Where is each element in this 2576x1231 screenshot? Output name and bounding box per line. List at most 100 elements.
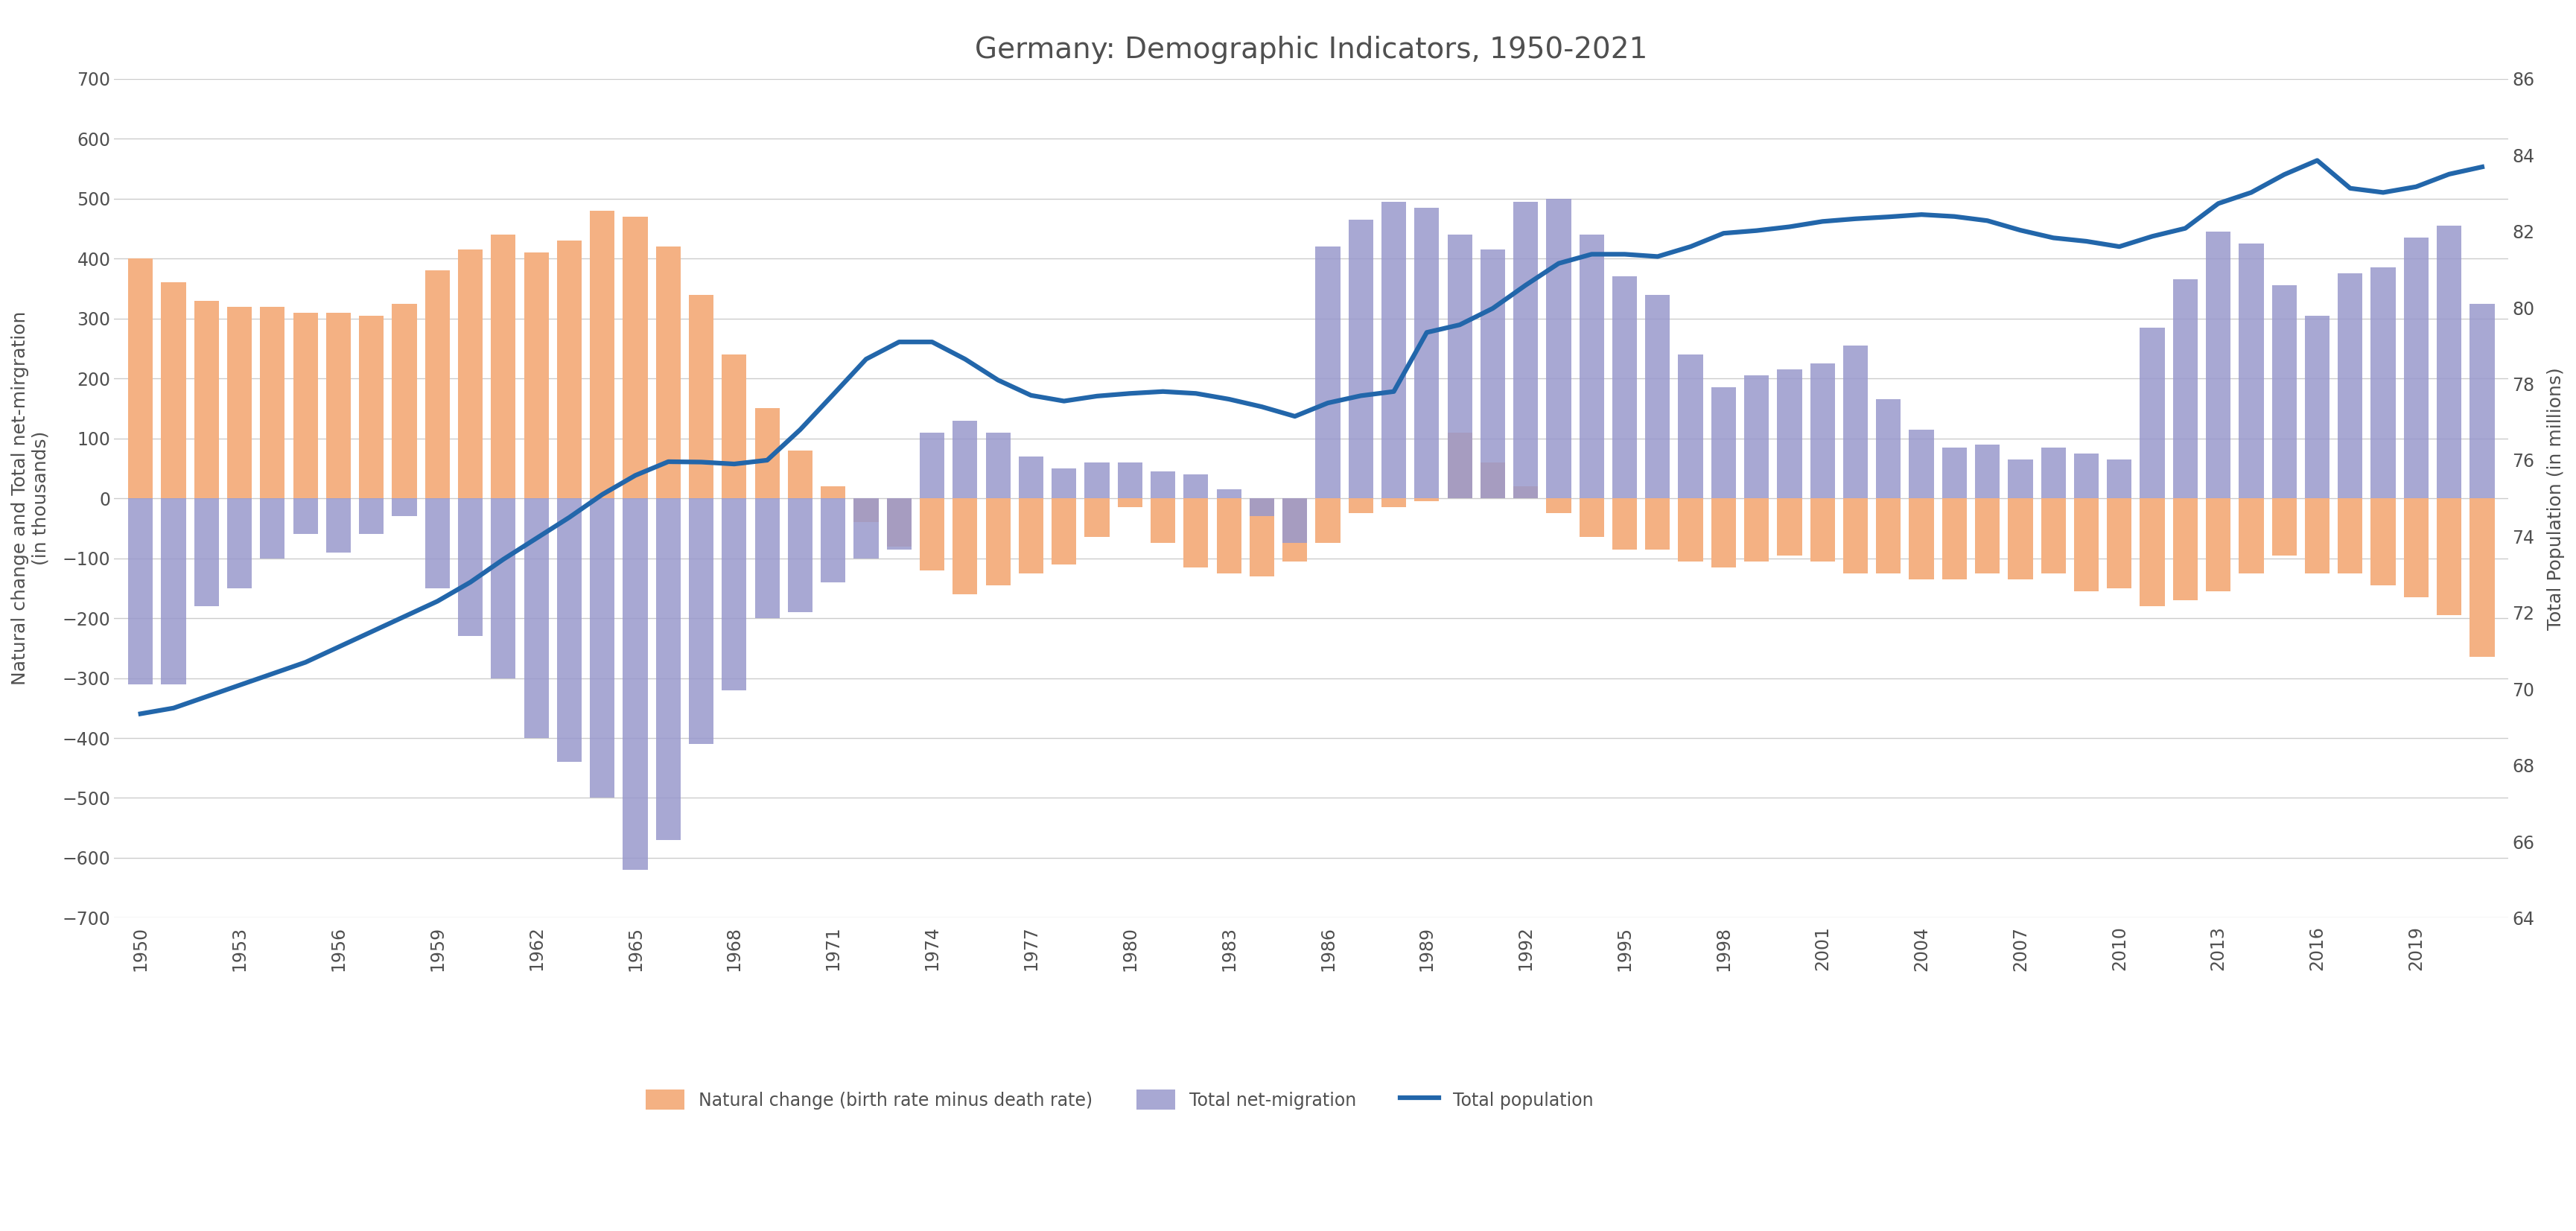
Y-axis label: Total Population (in millions): Total Population (in millions) bbox=[2548, 367, 2566, 629]
Bar bbox=[294, 499, 317, 534]
Bar bbox=[492, 235, 515, 499]
Line: Total population: Total population bbox=[142, 160, 2483, 714]
Bar bbox=[1414, 208, 1440, 499]
Total population bbox=[1610, 247, 1641, 262]
Bar bbox=[227, 499, 252, 588]
Bar bbox=[1249, 499, 1275, 516]
Bar bbox=[886, 499, 912, 547]
Bar bbox=[623, 217, 647, 499]
Bar bbox=[822, 499, 845, 582]
Bar bbox=[1316, 499, 1340, 543]
Bar bbox=[227, 307, 252, 499]
Bar bbox=[953, 499, 976, 595]
Bar bbox=[1018, 457, 1043, 499]
Bar bbox=[1613, 277, 1636, 499]
Bar bbox=[1909, 430, 1935, 499]
Bar bbox=[1744, 499, 1770, 561]
Bar bbox=[2239, 244, 2264, 499]
Bar bbox=[1646, 499, 1669, 549]
Bar bbox=[853, 499, 878, 522]
Bar bbox=[2074, 499, 2099, 591]
Bar bbox=[657, 246, 680, 499]
Bar bbox=[1481, 250, 1504, 499]
Bar bbox=[1546, 198, 1571, 499]
Bar bbox=[1347, 499, 1373, 513]
Bar bbox=[755, 499, 781, 618]
Bar bbox=[1677, 499, 1703, 561]
Bar bbox=[1118, 499, 1141, 507]
Bar bbox=[425, 271, 451, 499]
Bar bbox=[294, 313, 317, 499]
Bar bbox=[1811, 499, 1834, 561]
Bar bbox=[2009, 459, 2032, 499]
Bar bbox=[1151, 499, 1175, 543]
Bar bbox=[886, 499, 912, 549]
Bar bbox=[459, 499, 482, 636]
Bar bbox=[1084, 499, 1110, 537]
Bar bbox=[1942, 447, 1968, 499]
Bar bbox=[1710, 499, 1736, 567]
Bar bbox=[2470, 304, 2494, 499]
Bar bbox=[1777, 499, 1801, 555]
Bar bbox=[590, 499, 616, 798]
Total population bbox=[456, 575, 487, 590]
Bar bbox=[260, 307, 286, 499]
Bar bbox=[2009, 499, 2032, 580]
Total population bbox=[917, 335, 948, 350]
Bar bbox=[1216, 499, 1242, 574]
Bar bbox=[2239, 499, 2264, 574]
Bar bbox=[1844, 346, 1868, 499]
Bar bbox=[1481, 463, 1504, 499]
Bar bbox=[590, 211, 616, 499]
Bar bbox=[1811, 363, 1834, 499]
Bar bbox=[853, 499, 878, 558]
Bar bbox=[2306, 499, 2329, 574]
Bar bbox=[1316, 246, 1340, 499]
Bar bbox=[1051, 499, 1077, 564]
Bar bbox=[1579, 235, 1605, 499]
Bar bbox=[1646, 294, 1669, 499]
Bar bbox=[2174, 499, 2197, 601]
Bar bbox=[755, 409, 781, 499]
Bar bbox=[1018, 499, 1043, 574]
Bar bbox=[1613, 499, 1636, 549]
Bar bbox=[2040, 447, 2066, 499]
Bar bbox=[162, 499, 185, 684]
Bar bbox=[2107, 459, 2133, 499]
Bar bbox=[2437, 499, 2463, 616]
Bar bbox=[129, 259, 152, 499]
Bar bbox=[2470, 499, 2494, 657]
Bar bbox=[1051, 468, 1077, 499]
Bar bbox=[2370, 267, 2396, 499]
Bar bbox=[425, 499, 451, 588]
Bar bbox=[2107, 499, 2133, 588]
Bar bbox=[1844, 499, 1868, 574]
Bar bbox=[556, 240, 582, 499]
Bar bbox=[2174, 279, 2197, 499]
Y-axis label: Natural change and Total net-mirgration
(in thousands): Natural change and Total net-mirgration … bbox=[10, 311, 49, 686]
Bar bbox=[358, 315, 384, 499]
Bar bbox=[2272, 286, 2298, 499]
Bar bbox=[556, 499, 582, 762]
Bar bbox=[1249, 499, 1275, 576]
Bar bbox=[1579, 499, 1605, 537]
Title: Germany: Demographic Indicators, 1950-2021: Germany: Demographic Indicators, 1950-20… bbox=[974, 36, 1649, 64]
Bar bbox=[1976, 499, 1999, 574]
Total population bbox=[685, 454, 716, 469]
Bar bbox=[2403, 499, 2429, 597]
Bar bbox=[987, 499, 1010, 585]
Total population bbox=[126, 707, 157, 721]
Bar bbox=[459, 250, 482, 499]
Bar bbox=[327, 313, 350, 499]
Bar bbox=[1909, 499, 1935, 580]
Bar bbox=[688, 499, 714, 744]
Bar bbox=[1512, 486, 1538, 499]
Total population bbox=[1445, 318, 1476, 332]
Bar bbox=[1448, 432, 1471, 499]
Total population bbox=[2303, 153, 2334, 167]
Bar bbox=[2272, 499, 2298, 555]
Bar bbox=[1448, 235, 1471, 499]
Bar bbox=[1182, 499, 1208, 567]
Bar bbox=[2403, 238, 2429, 499]
Bar bbox=[2141, 499, 2164, 606]
